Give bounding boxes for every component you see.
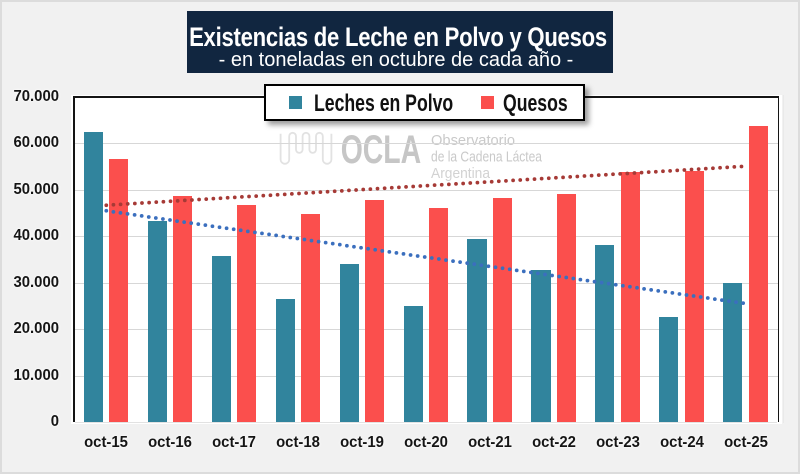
svg-text:OCLA: OCLA (341, 128, 422, 172)
svg-text:Argentina: Argentina (431, 166, 491, 182)
svg-text:de la Cadena Láctea: de la Cadena Láctea (431, 150, 543, 166)
svg-text:Observatorio: Observatorio (431, 133, 515, 149)
